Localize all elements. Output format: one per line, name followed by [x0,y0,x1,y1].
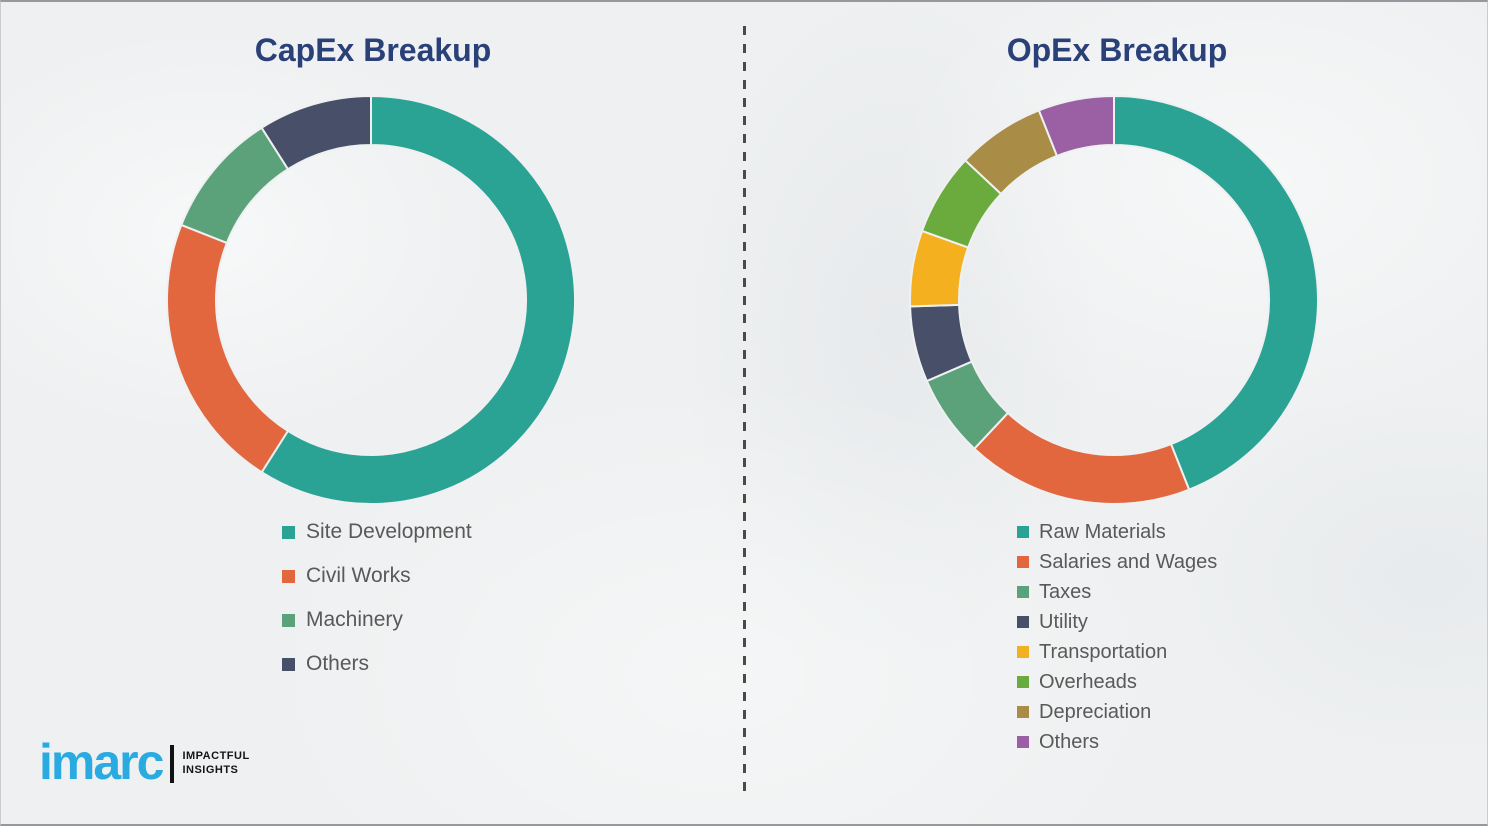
legend-item-transportation: Transportation [1017,637,1217,667]
legend-item-site-development: Site Development [282,510,472,554]
opex-title: OpEx Breakup [1006,32,1228,68]
legend-swatch-depreciation [1017,706,1029,718]
legend-swatch-taxes [1017,586,1029,598]
opex-chart-block: OpEx Breakup Raw Materials Salaries and W… [745,2,1487,824]
donut-segment-others [260,94,372,171]
legend-swatch-machinery [282,613,295,627]
donut-segment-others [1037,94,1115,158]
opex-donut-chart [909,94,1319,505]
donut-segment-salaries-and-wages [972,411,1191,505]
legend-swatch-transportation [1017,646,1029,658]
capex-chart-block: CapEx Breakup Site Development Civil Work… [1,2,745,824]
legend-label: Utility [1039,610,1088,633]
legend-label: Others [1039,730,1100,753]
legend-swatch-overheads [1017,676,1029,688]
donut-segment-site-development [260,94,576,505]
legend-swatch-salaries-and-wages [1017,556,1029,568]
imarc-logo: imarc IMPACTFUL INSIGHTS [39,737,250,787]
legend-item-machinery: Machinery [282,598,472,642]
legend-item-salaries-and-wages: Salaries and Wages [1017,547,1217,577]
donut-segment-raw-materials [1113,94,1319,491]
logo-divider-bar [170,745,175,783]
legend-label: Machinery [306,608,403,631]
legend-item-utility: Utility [1017,607,1217,637]
legend-label: Salaries and Wages [1039,550,1218,573]
legend-label: Transportation [1039,640,1168,663]
legend-swatch-utility [1017,616,1029,628]
legend-swatch-others [282,657,295,671]
legend-item-overheads: Overheads [1017,667,1217,697]
donut-segment-civil-works [166,223,290,474]
legend-item-raw-materials: Raw Materials [1017,517,1217,547]
legend-item-others: Others [1017,727,1217,757]
capex-title: CapEx Breakup [254,32,492,68]
logo-tagline-line1: IMPACTFUL [182,750,250,763]
legend-item-others: Others [282,642,472,686]
legend-item-taxes: Taxes [1017,577,1217,607]
legend-label: Taxes [1039,580,1092,603]
legend-label: Raw Materials [1039,520,1166,543]
capex-legend: Site Development Civil Works Machinery Othe… [282,510,472,686]
legend-label: Civil Works [306,564,411,587]
legend-swatch-site-development [282,525,295,539]
capex-donut-chart [166,94,576,505]
logo-tagline: IMPACTFUL INSIGHTS [182,750,249,778]
legend-label: Depreciation [1039,700,1152,723]
legend-item-civil-works: Civil Works [282,554,472,598]
legend-label: Others [306,652,370,675]
legend-swatch-raw-materials [1017,526,1029,538]
logo-tagline-line2: INSIGHTS [182,764,239,776]
legend-label: Site Development [306,520,472,543]
opex-legend: Raw Materials Salaries and Wages Taxes Util… [1017,517,1217,757]
vertical-dashed-divider [743,26,746,792]
legend-label: Overheads [1039,670,1137,693]
imarc-logo-wordmark: imarc [39,734,164,790]
legend-swatch-others [1017,736,1029,748]
legend-item-depreciation: Depreciation [1017,697,1217,727]
legend-swatch-civil-works [282,569,295,583]
